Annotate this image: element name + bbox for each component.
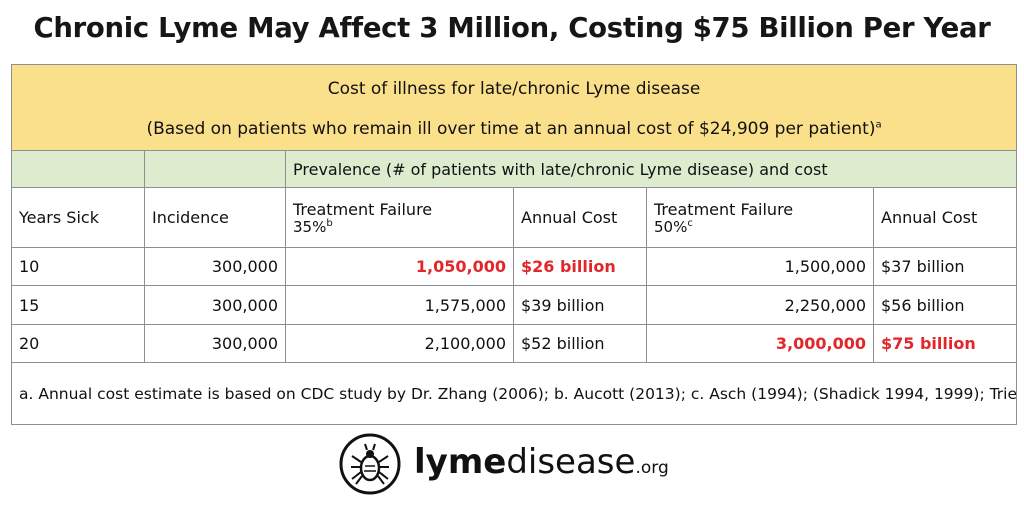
cell-years: 10 (11, 247, 145, 286)
cell-tf50: 3,000,000 (646, 324, 874, 363)
table-footnotes: a. Annual cost estimate is based on CDC … (10, 362, 1018, 425)
cell-incidence: 300,000 (144, 324, 286, 363)
cell-cost35: $39 billion (513, 285, 647, 325)
tf50-label: Treatment Failure (654, 200, 794, 219)
logo-text-bold: lyme (414, 442, 507, 482)
column-header-incidence: Incidence (144, 187, 286, 248)
table-row: 15 300,000 1,575,000 $39 billion 2,250,0… (11, 285, 1018, 325)
column-header-annual-cost-1: Annual Cost (513, 187, 647, 248)
tf35-label: Treatment Failure (293, 200, 433, 219)
column-header-annual-cost-2: Annual Cost (872, 187, 1018, 248)
logo-wordmark: lymedisease.org (414, 438, 669, 492)
tf35-pct: 35% (293, 218, 327, 236)
footnote-marker-c: c (687, 218, 693, 229)
cell-years: 15 (11, 285, 145, 325)
prevalence-subheader: Prevalence (# of patients with late/chro… (284, 150, 1018, 188)
cell-tf35: 2,100,000 (285, 324, 514, 363)
tick-icon (338, 432, 402, 496)
column-header-tf50: Treatment Failure 50%c (646, 187, 874, 248)
table-row: 20 300,000 2,100,000 $52 billion 3,000,0… (11, 324, 1018, 363)
cell-cost35: $26 billion (513, 247, 647, 286)
column-header-tf35: Treatment Failure 35%b (285, 187, 514, 248)
cell-incidence: 300,000 (144, 247, 286, 286)
logo-text-suffix: .org (635, 458, 669, 478)
cost-of-illness-table: Cost of illness for late/chronic Lyme di… (10, 64, 1018, 425)
table-row: 10 300,000 1,050,000 $26 billion 1,500,0… (11, 247, 1018, 286)
page-title: Chronic Lyme May Affect 3 Million, Costi… (33, 12, 991, 44)
cell-cost35: $52 billion (513, 324, 647, 363)
cell-cost50: $56 billion (872, 285, 1018, 325)
table-header: Cost of illness for late/chronic Lyme di… (10, 64, 1018, 151)
lymedisease-logo[interactable]: lymedisease.org (338, 432, 678, 500)
cell-cost50: $37 billion (872, 247, 1018, 286)
table-header-subtitle-text: (Based on patients who remain ill over t… (146, 118, 876, 139)
table-header-title: Cost of illness for late/chronic Lyme di… (327, 78, 701, 99)
tf50-pct: 50% (654, 218, 688, 236)
empty-subheader-cell (144, 150, 286, 188)
cell-tf50: 1,500,000 (646, 247, 874, 286)
cell-tf35: 1,050,000 (285, 247, 514, 286)
footnote-marker-a: a (875, 118, 882, 130)
cell-incidence: 300,000 (144, 285, 286, 325)
cell-years: 20 (11, 324, 145, 363)
cell-tf35: 1,575,000 (285, 285, 514, 325)
cell-tf50: 2,250,000 (646, 285, 874, 325)
logo-text-light: disease (506, 442, 636, 482)
table-header-subtitle: (Based on patients who remain ill over t… (19, 119, 1009, 139)
column-header-years-sick: Years Sick (11, 187, 145, 248)
footnote-marker-b: b (326, 218, 333, 229)
empty-subheader-cell (11, 150, 145, 188)
cell-cost50: $75 billion (872, 324, 1018, 363)
